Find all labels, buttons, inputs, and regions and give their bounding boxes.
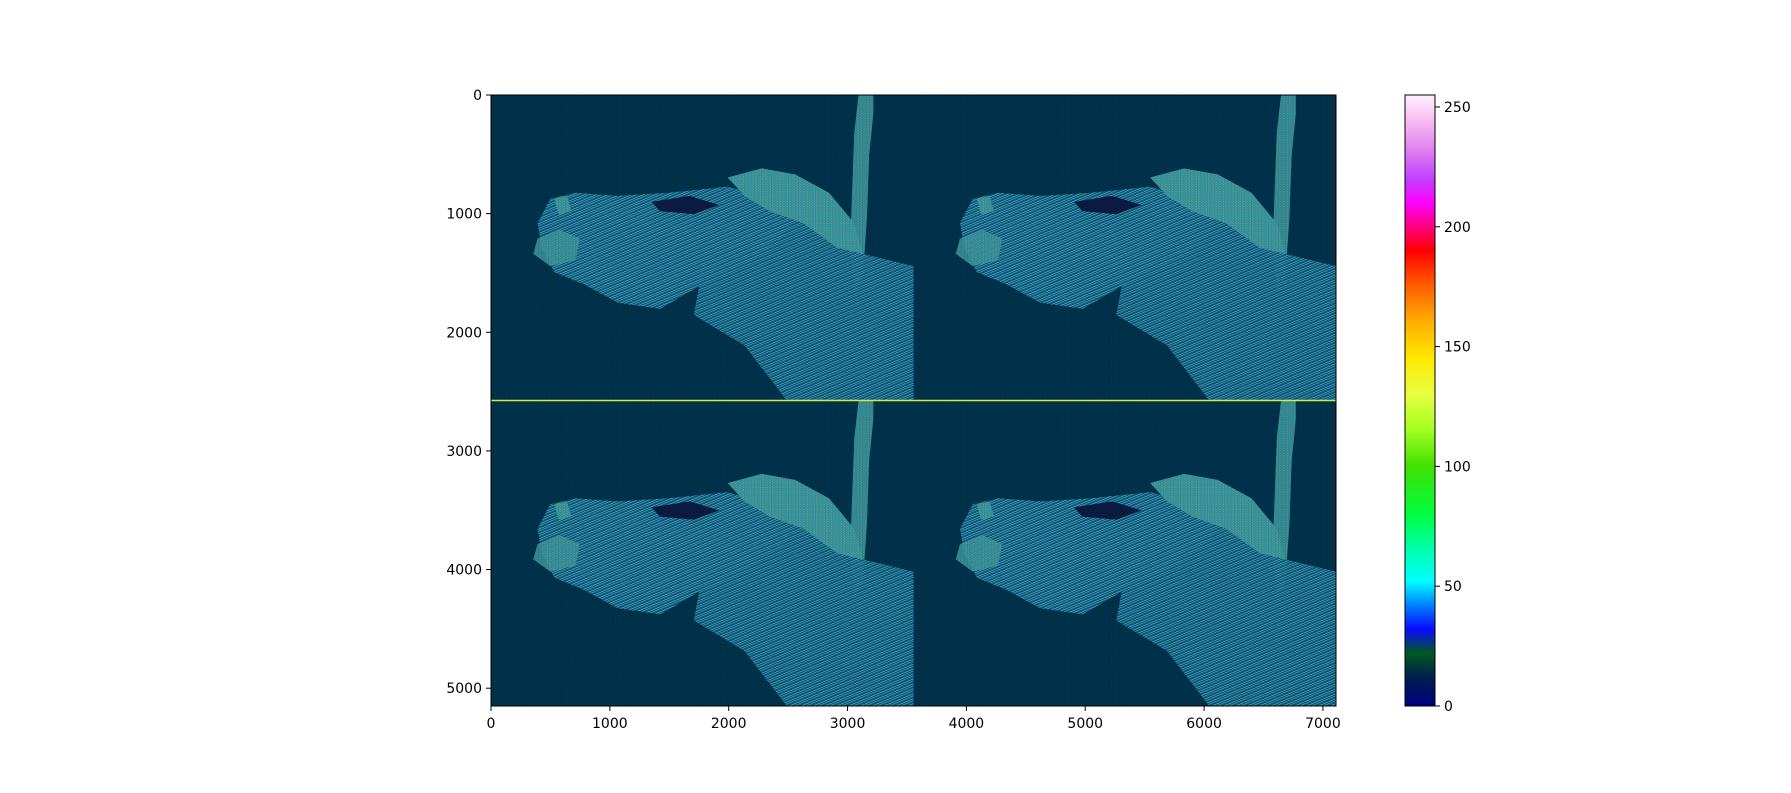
y-tick-label: 4000	[446, 563, 482, 579]
image-tiles	[491, 95, 1336, 706]
x-axis: 0 1000 2000 3000 4000 5000 6000 7000	[487, 706, 1341, 732]
y-tick-label: 3000	[446, 444, 482, 460]
image-tile	[491, 95, 914, 401]
colorbar-tick-label: 50	[1444, 579, 1462, 595]
x-tick-label: 5000	[1067, 716, 1103, 732]
y-tick-label: 2000	[446, 325, 482, 341]
colorbar-frame	[1404, 94, 1436, 707]
y-tick-label: 1000	[446, 207, 482, 223]
image-tile	[913, 400, 1336, 706]
x-tick-label: 2000	[711, 716, 747, 732]
colorbar-tick-label: 100	[1444, 459, 1471, 475]
y-tick-label: 0	[473, 88, 482, 104]
y-axis: 0 1000 2000 3000 4000 5000	[446, 88, 491, 697]
axes-frame	[490, 94, 1337, 707]
colorbar-tick-label: 250	[1444, 100, 1471, 116]
colorbar-ticks: 0 50 100 150 200 250	[1435, 100, 1471, 715]
image-tile	[491, 400, 914, 706]
image-tile	[913, 95, 1336, 401]
y-tick-label: 5000	[446, 681, 482, 697]
colorbar: 0 50 100 150 200 250	[1404, 94, 1471, 715]
colorbar-gradient	[1405, 95, 1435, 706]
x-tick-label: 7000	[1305, 716, 1341, 732]
colorbar-tick-label: 200	[1444, 220, 1471, 236]
colorbar-tick-label: 150	[1444, 340, 1471, 356]
image-axes: 0 1000 2000 3000 4000 5000 6000 7000 0 1000 2000 3…	[446, 88, 1340, 732]
x-tick-label: 3000	[830, 716, 866, 732]
x-tick-label: 6000	[1186, 716, 1222, 732]
x-tick-label: 4000	[949, 716, 985, 732]
x-tick-label: 0	[487, 716, 496, 732]
colorbar-tick-label: 0	[1444, 699, 1453, 715]
x-tick-label: 1000	[592, 716, 628, 732]
